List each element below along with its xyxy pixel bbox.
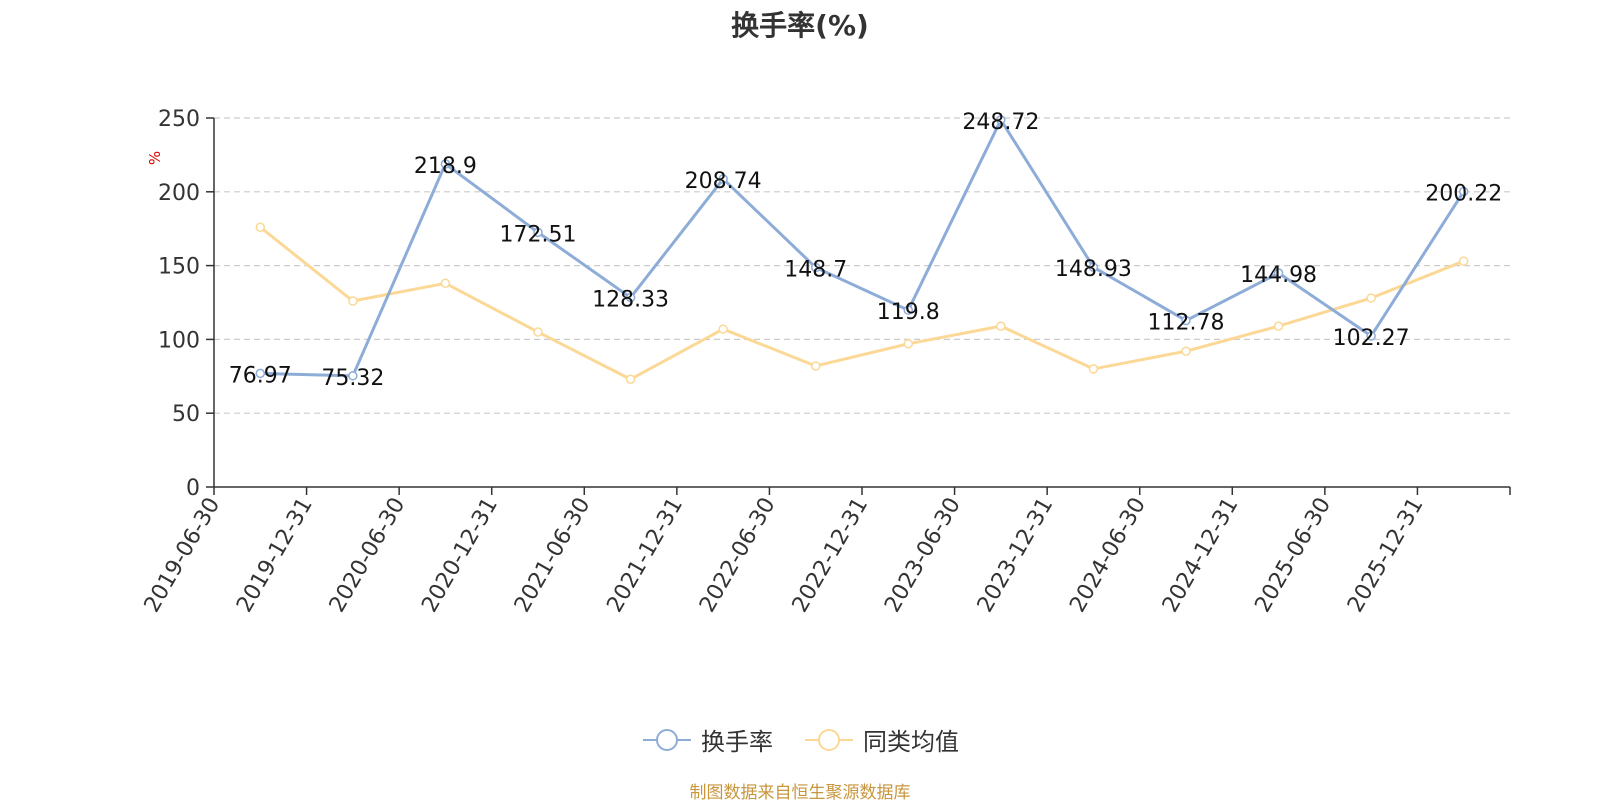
data-label-turnover: 248.72 xyxy=(962,110,1039,135)
data-label-turnover: 172.51 xyxy=(500,222,577,247)
data-label-turnover: 200.22 xyxy=(1425,181,1502,206)
data-point-turnover xyxy=(255,368,266,379)
y-tick-label: 250 xyxy=(158,107,200,132)
y-axis-unit-label: % xyxy=(146,151,164,165)
data-point-turnover xyxy=(718,174,728,184)
data-point-peer-average xyxy=(440,278,451,289)
data-point-peer-average xyxy=(996,321,1006,331)
data-point-peer-average xyxy=(903,339,914,349)
data-point-peer-average xyxy=(625,374,636,385)
data-label-turnover: 128.33 xyxy=(592,288,669,313)
data-point-turnover xyxy=(1273,268,1284,278)
x-tick-label: 2022-12-31 xyxy=(788,494,874,617)
data-label-turnover: 148.7 xyxy=(784,258,847,283)
x-tick-label: 2019-12-31 xyxy=(232,494,318,617)
data-point-turnover xyxy=(1088,262,1099,272)
x-tick-label: 2020-12-31 xyxy=(417,494,503,617)
data-point-turnover xyxy=(533,227,543,238)
data-label-turnover: 218.9 xyxy=(414,154,477,179)
series-line-peer-average xyxy=(259,226,1465,381)
data-point-peer-average xyxy=(1088,364,1099,374)
legend-item-turnover[interactable]: 换手率 xyxy=(641,722,773,757)
data-label-turnover: 75.32 xyxy=(321,366,384,391)
data-point-peer-average xyxy=(718,324,728,334)
legend-label-turnover: 换手率 xyxy=(701,728,773,756)
x-tick-label: 2023-06-30 xyxy=(880,494,966,617)
series xyxy=(255,115,1469,385)
data-label-turnover: 208.74 xyxy=(685,169,762,194)
y-tick-label: 50 xyxy=(172,402,200,427)
y-tick-label: 200 xyxy=(158,181,200,206)
data-point-turnover xyxy=(996,115,1006,125)
x-tick-label: 2024-06-30 xyxy=(1065,494,1151,617)
data-point-turnover xyxy=(810,262,821,273)
data-point-peer-average xyxy=(1181,346,1191,356)
x-tick-label: 2019-06-30 xyxy=(140,494,226,617)
y-tick-label: 0 xyxy=(186,476,200,501)
legend: 换手率 同类均值 xyxy=(0,722,1600,757)
x-tick-label: 2021-06-30 xyxy=(510,494,596,617)
data-point-turnover xyxy=(440,159,451,169)
data-label-turnover: 112.78 xyxy=(1148,311,1225,336)
x-tick-label: 2025-06-30 xyxy=(1250,494,1336,617)
data-point-turnover xyxy=(1366,331,1376,341)
data-label-turnover: 76.97 xyxy=(229,363,292,388)
x-tick-label: 2024-12-31 xyxy=(1158,494,1244,617)
y-tick-label: 150 xyxy=(158,255,200,280)
chart-title: 换手率(%) xyxy=(731,9,869,42)
source-note: 制图数据来自恒生聚源数据库 xyxy=(689,783,911,803)
data-labels: 76.97 75.32 218.9 172.51 128.33 208.74 148.7 11… xyxy=(229,110,1502,391)
data-point-turnover xyxy=(903,305,914,315)
legend-item-peer-average[interactable]: 同类均值 xyxy=(803,722,959,757)
data-point-turnover xyxy=(625,292,636,303)
data-point-peer-average xyxy=(533,327,543,337)
data-point-turnover xyxy=(348,371,358,381)
x-tick-label: 2023-12-31 xyxy=(973,494,1059,617)
data-point-peer-average xyxy=(1458,256,1469,266)
legend-marker-turnover xyxy=(643,728,691,751)
data-point-peer-average xyxy=(348,296,358,306)
legend-marker-peer-average xyxy=(805,728,853,751)
grid-lines xyxy=(214,117,1510,414)
data-label-turnover: 148.93 xyxy=(1055,257,1132,282)
data-label-turnover: 144.98 xyxy=(1240,263,1317,288)
data-point-peer-average xyxy=(1366,293,1376,303)
data-point-peer-average xyxy=(1273,321,1284,331)
x-tick-label: 2021-12-31 xyxy=(602,494,688,617)
series-line-turnover xyxy=(260,118,1465,378)
x-tick-label: 2022-06-30 xyxy=(695,494,781,617)
data-point-turnover xyxy=(1181,315,1191,326)
y-tick-label: 100 xyxy=(158,328,200,353)
data-label-turnover: 102.27 xyxy=(1333,326,1410,351)
data-point-peer-average xyxy=(810,361,821,371)
x-tick-label: 2020-06-30 xyxy=(325,493,411,616)
data-point-peer-average xyxy=(255,222,266,232)
legend-label-peer-average: 同类均值 xyxy=(863,728,959,756)
data-label-turnover: 119.8 xyxy=(877,300,940,325)
data-point-turnover xyxy=(1458,186,1469,197)
x-tick-label: 2025-12-31 xyxy=(1343,494,1429,617)
